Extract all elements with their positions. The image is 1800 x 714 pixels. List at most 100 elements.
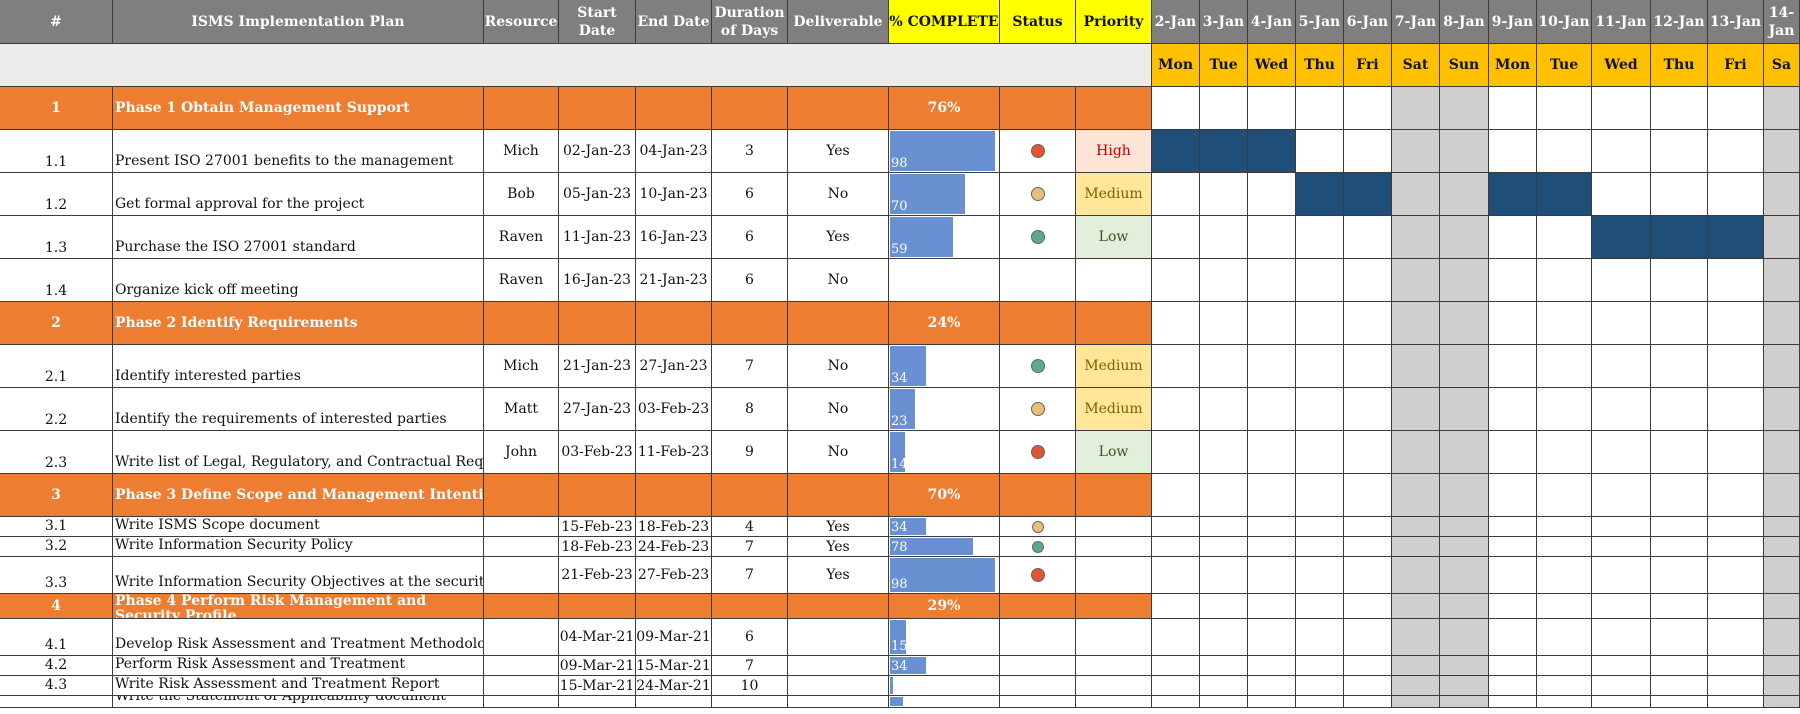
- percent-complete-cell[interactable]: [889, 259, 1000, 302]
- task-duration[interactable]: 6: [712, 173, 788, 216]
- gantt-cell[interactable]: [1537, 696, 1592, 708]
- gantt-cell[interactable]: [1296, 302, 1344, 345]
- task-start[interactable]: 15-Feb-23: [559, 517, 636, 537]
- gantt-cell[interactable]: [1248, 216, 1296, 259]
- gantt-cell[interactable]: [1248, 173, 1296, 216]
- gantt-cell[interactable]: [1708, 517, 1764, 537]
- gantt-cell[interactable]: [1708, 216, 1764, 259]
- gantt-cell[interactable]: [1592, 557, 1651, 594]
- gantt-cell[interactable]: [1764, 259, 1800, 302]
- gantt-cell[interactable]: [1537, 87, 1592, 130]
- gantt-cell[interactable]: [1296, 216, 1344, 259]
- gantt-cell[interactable]: [1440, 345, 1489, 388]
- gantt-cell[interactable]: [1651, 431, 1708, 474]
- percent-complete-cell[interactable]: 98: [889, 130, 1000, 173]
- gantt-cell[interactable]: [1537, 216, 1592, 259]
- task-start[interactable]: 11-Jan-23: [559, 216, 636, 259]
- gantt-cell[interactable]: [1152, 130, 1200, 173]
- gantt-cell[interactable]: [1708, 388, 1764, 431]
- gantt-cell[interactable]: [1489, 619, 1537, 656]
- gantt-cell[interactable]: [1296, 87, 1344, 130]
- gantt-cell[interactable]: [1651, 537, 1708, 557]
- task-end[interactable]: [636, 696, 712, 708]
- status-cell[interactable]: [1000, 388, 1076, 431]
- gantt-cell[interactable]: [1200, 87, 1248, 130]
- gantt-cell[interactable]: [1152, 656, 1200, 676]
- status-cell[interactable]: [1000, 259, 1076, 302]
- task-start[interactable]: [559, 696, 636, 708]
- gantt-cell[interactable]: [1537, 537, 1592, 557]
- priority-cell[interactable]: [1076, 517, 1152, 537]
- gantt-cell[interactable]: [1392, 130, 1440, 173]
- gantt-cell[interactable]: [1537, 431, 1592, 474]
- gantt-cell[interactable]: [1440, 87, 1489, 130]
- task-resource[interactable]: [484, 676, 559, 696]
- gantt-cell[interactable]: [1592, 676, 1651, 696]
- gantt-cell[interactable]: [1344, 259, 1392, 302]
- gantt-cell[interactable]: [1440, 537, 1489, 557]
- percent-complete-cell[interactable]: [889, 696, 1000, 708]
- gantt-cell[interactable]: [1296, 345, 1344, 388]
- task-deliverable[interactable]: Yes: [788, 517, 889, 537]
- gantt-cell[interactable]: [1708, 302, 1764, 345]
- percent-complete-cell[interactable]: 34: [889, 345, 1000, 388]
- gantt-cell[interactable]: [1651, 388, 1708, 431]
- gantt-cell[interactable]: [1489, 517, 1537, 537]
- task-duration[interactable]: 3: [712, 130, 788, 173]
- gantt-cell[interactable]: [1708, 537, 1764, 557]
- gantt-cell[interactable]: [1764, 537, 1800, 557]
- gantt-cell[interactable]: [1392, 87, 1440, 130]
- task-deliverable[interactable]: No: [788, 345, 889, 388]
- gantt-cell[interactable]: [1651, 87, 1708, 130]
- task-resource[interactable]: [484, 537, 559, 557]
- task-duration[interactable]: 7: [712, 656, 788, 676]
- gantt-cell[interactable]: [1392, 431, 1440, 474]
- priority-cell[interactable]: Medium: [1076, 345, 1152, 388]
- gantt-cell[interactable]: [1489, 302, 1537, 345]
- gantt-cell[interactable]: [1764, 474, 1800, 517]
- status-cell[interactable]: [1000, 345, 1076, 388]
- gantt-cell[interactable]: [1489, 216, 1537, 259]
- gantt-cell[interactable]: [1489, 696, 1537, 708]
- gantt-cell[interactable]: [1248, 557, 1296, 594]
- task-deliverable[interactable]: Yes: [788, 537, 889, 557]
- gantt-cell[interactable]: [1248, 345, 1296, 388]
- gantt-cell[interactable]: [1344, 302, 1392, 345]
- status-cell[interactable]: [1000, 557, 1076, 594]
- task-end[interactable]: 04-Jan-23: [636, 130, 712, 173]
- task-resource[interactable]: [484, 517, 559, 537]
- task-duration[interactable]: 10: [712, 676, 788, 696]
- status-cell[interactable]: [1000, 676, 1076, 696]
- gantt-cell[interactable]: [1537, 173, 1592, 216]
- task-deliverable[interactable]: Yes: [788, 557, 889, 594]
- gantt-cell[interactable]: [1344, 656, 1392, 676]
- task-end[interactable]: 27-Jan-23: [636, 345, 712, 388]
- gantt-cell[interactable]: [1248, 130, 1296, 173]
- task-deliverable[interactable]: No: [788, 259, 889, 302]
- gantt-cell[interactable]: [1344, 676, 1392, 696]
- gantt-cell[interactable]: [1296, 594, 1344, 619]
- gantt-cell[interactable]: [1440, 517, 1489, 537]
- gantt-cell[interactable]: [1392, 345, 1440, 388]
- task-deliverable[interactable]: [788, 676, 889, 696]
- phase-title[interactable]: Phase 4 Perform Risk Management and Secu…: [113, 594, 484, 619]
- gantt-cell[interactable]: [1592, 216, 1651, 259]
- task-resource[interactable]: Raven: [484, 259, 559, 302]
- gantt-cell[interactable]: [1440, 388, 1489, 431]
- gantt-cell[interactable]: [1764, 517, 1800, 537]
- gantt-cell[interactable]: [1592, 388, 1651, 431]
- gantt-cell[interactable]: [1537, 302, 1592, 345]
- gantt-cell[interactable]: [1152, 87, 1200, 130]
- gantt-cell[interactable]: [1592, 87, 1651, 130]
- gantt-cell[interactable]: [1392, 696, 1440, 708]
- priority-cell[interactable]: Medium: [1076, 388, 1152, 431]
- gantt-cell[interactable]: [1440, 130, 1489, 173]
- status-cell[interactable]: [1000, 173, 1076, 216]
- gantt-cell[interactable]: [1392, 557, 1440, 594]
- gantt-cell[interactable]: [1296, 619, 1344, 656]
- gantt-cell[interactable]: [1152, 676, 1200, 696]
- task-resource[interactable]: [484, 656, 559, 676]
- gantt-cell[interactable]: [1392, 676, 1440, 696]
- task-duration[interactable]: 7: [712, 537, 788, 557]
- percent-complete-cell[interactable]: 98: [889, 557, 1000, 594]
